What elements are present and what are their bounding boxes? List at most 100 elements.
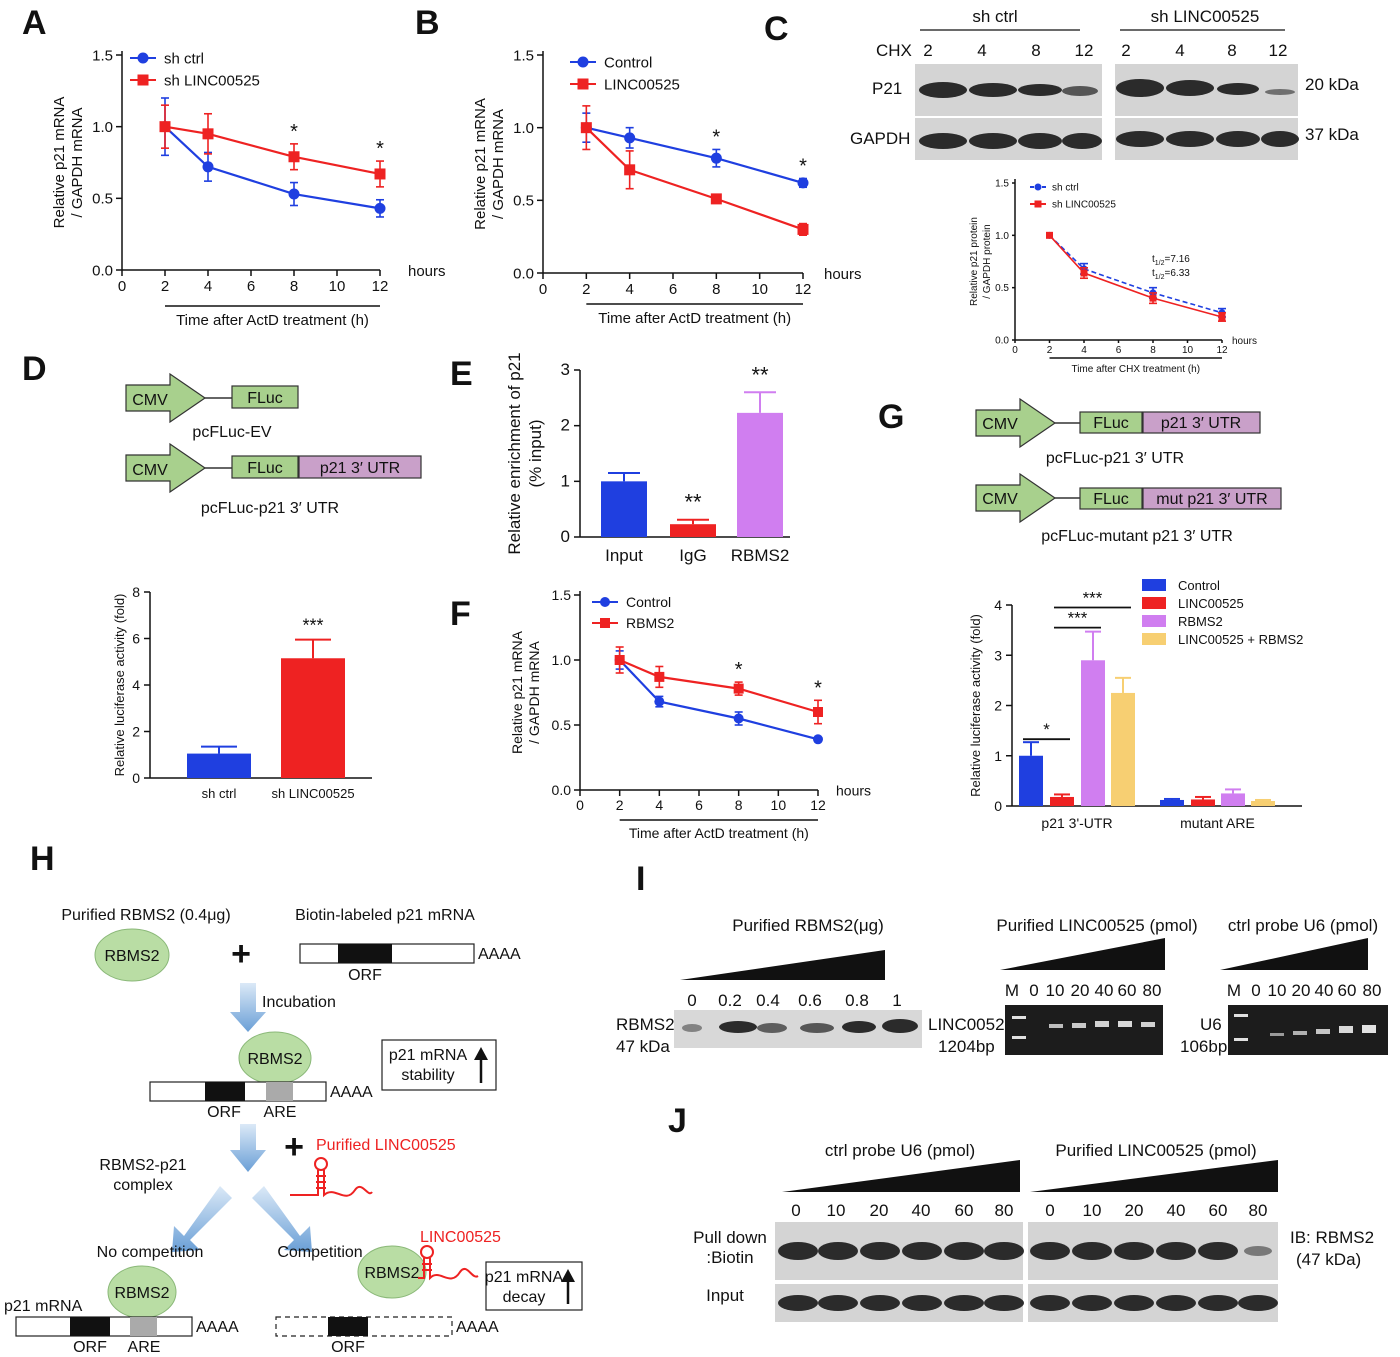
legend-marker xyxy=(1034,200,1042,208)
series-line xyxy=(164,125,381,210)
data-point xyxy=(797,177,809,189)
cmv-label: CMV xyxy=(982,416,1018,433)
chx-time: 12 xyxy=(1269,41,1288,60)
data-point xyxy=(374,168,386,180)
pmol-label: 80 xyxy=(1363,981,1382,1000)
chart-f: 0.0 0.5 1.0 1.5 0 2 4 6 8 10 12 hours Time after Act… xyxy=(509,587,871,841)
are-label: ARE xyxy=(128,1339,161,1356)
blot-band xyxy=(778,1242,818,1260)
y-tick-label: 0 xyxy=(994,798,1002,814)
series-line xyxy=(164,125,381,176)
blot-band xyxy=(1198,1242,1238,1260)
pmol-label: M xyxy=(1005,981,1019,1000)
blot-band xyxy=(919,133,967,149)
are-region xyxy=(130,1317,157,1336)
significance-star: * xyxy=(814,677,822,699)
significance-star: * xyxy=(1043,720,1050,739)
blot-band xyxy=(1030,1242,1070,1260)
gel-band xyxy=(1316,1029,1330,1034)
bar xyxy=(1160,799,1184,806)
x-tick-label: mutant ARE xyxy=(1180,815,1255,831)
dose-wedge xyxy=(1030,1160,1278,1192)
rbms2-protein xyxy=(94,928,170,982)
x-unit-label: hours xyxy=(1232,336,1257,347)
polya-label: AAAA xyxy=(196,1319,239,1336)
blot-band xyxy=(778,1295,818,1311)
x-unit-label: hours xyxy=(408,263,446,280)
x-tick-label: 8 xyxy=(290,278,298,295)
panel-label-e: E xyxy=(450,355,473,393)
y-axis-label: / GAPDH protein xyxy=(982,224,993,298)
data-point xyxy=(288,188,300,200)
pmol-label: 0 xyxy=(1251,981,1260,1000)
y-tick-label: 1 xyxy=(561,471,570,490)
blot-band xyxy=(1116,79,1164,97)
j-row-label: Input xyxy=(706,1286,744,1305)
dose-wedge xyxy=(782,1160,1020,1192)
half-life-subscript: 1/2 xyxy=(1155,260,1165,267)
x-tick-label: 8 xyxy=(1150,345,1156,356)
blot-band xyxy=(1072,1242,1112,1260)
y-tick-label: 0.0 xyxy=(513,265,534,282)
gel-band xyxy=(1141,1022,1155,1027)
i-row-label: 47 kDa xyxy=(616,1037,670,1056)
data-point xyxy=(710,152,722,164)
y-axis-label: Relative luciferase activity (fold) xyxy=(112,594,127,777)
legend-label: Control xyxy=(626,594,671,610)
y-tick-label: 1.5 xyxy=(513,47,534,64)
y-tick-label: 0.5 xyxy=(92,191,113,208)
legend-label: RBMS2 xyxy=(626,615,674,631)
data-point xyxy=(580,122,592,134)
series-line xyxy=(586,126,804,184)
bar xyxy=(670,524,716,537)
blot-band xyxy=(1156,1242,1196,1260)
up-arrow-icon xyxy=(474,1047,488,1060)
j-dose: 60 xyxy=(955,1201,974,1220)
rbms2-label: RBMS2 xyxy=(114,1285,169,1302)
gel-band xyxy=(1012,1036,1026,1039)
blot-band xyxy=(719,1021,757,1033)
complex-arrow xyxy=(230,1124,266,1172)
panel-label-i: I xyxy=(636,860,645,898)
linc-label: LINC00525 xyxy=(420,1229,501,1246)
x-tick-label: 0 xyxy=(1012,345,1018,356)
y-tick-label: 2 xyxy=(132,724,140,740)
biotin-p21-label: Biotin-labeled p21 mRNA xyxy=(295,907,475,924)
data-point xyxy=(813,734,823,745)
j-dose: 20 xyxy=(870,1201,889,1220)
chart-a: 0.0 0.5 1.0 1.5 0 2 4 6 8 10 12 hours Time after Act… xyxy=(51,47,446,329)
y-tick-label: 0.5 xyxy=(552,717,572,733)
rbms2-label: RBMS2 xyxy=(364,1265,419,1282)
gel-band xyxy=(1270,1033,1284,1036)
bar xyxy=(1191,799,1215,806)
y-tick-label: 6 xyxy=(132,631,140,647)
j-dose: 80 xyxy=(995,1201,1014,1220)
legend-label: sh ctrl xyxy=(164,50,204,67)
x-tick-label: 8 xyxy=(735,797,743,813)
chx-time: 8 xyxy=(1031,41,1040,60)
data-point xyxy=(733,683,744,694)
legend-swatch xyxy=(1142,633,1166,645)
data-point xyxy=(733,713,744,724)
j-title: ctrl probe U6 (pmol) xyxy=(825,1141,975,1160)
y-axis-label: / GAPDH mRNA xyxy=(490,109,507,219)
data-point xyxy=(797,223,809,235)
orf-region xyxy=(338,944,392,963)
data-point xyxy=(624,164,636,176)
y-axis-label: / GAPDH mRNA xyxy=(69,107,86,217)
pmol-label: M xyxy=(1227,981,1241,1000)
y-tick-label: 2 xyxy=(994,698,1002,714)
i-gel xyxy=(1005,1005,1163,1055)
y-axis-label: Relative luciferase activity (fold) xyxy=(968,614,983,797)
mut-utr-box xyxy=(1142,487,1282,510)
data-point xyxy=(654,671,665,682)
blot-row-p21: P21 xyxy=(872,79,902,98)
half-life-value: =6.33 xyxy=(1165,268,1191,279)
orf-label: ORF xyxy=(331,1339,365,1356)
no-competition-arrow xyxy=(172,1186,232,1252)
data-point xyxy=(1218,313,1226,321)
rbms2-label: RBMS2 xyxy=(247,1051,302,1068)
blot-band xyxy=(1198,1295,1238,1311)
lncrna-hairpin-icon xyxy=(290,1157,373,1198)
legend-label: LINC00525 + RBMS2 xyxy=(1178,632,1303,647)
